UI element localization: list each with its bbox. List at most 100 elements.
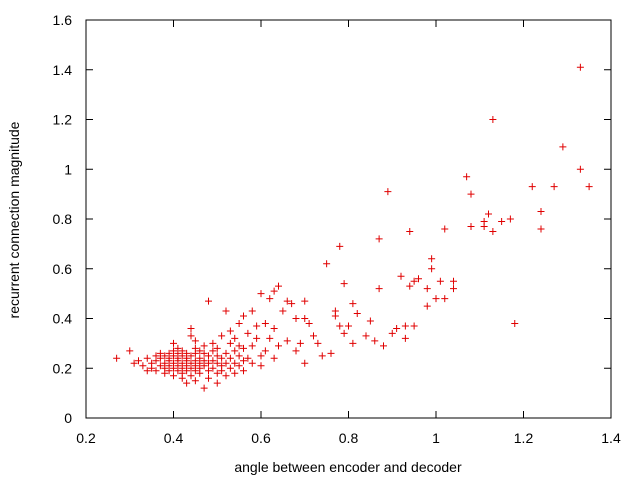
data-point — [240, 344, 247, 352]
y-axis-label: recurrent connection magnitude — [6, 121, 22, 318]
data-point — [528, 183, 536, 191]
data-point — [183, 367, 191, 375]
data-point — [266, 295, 274, 303]
x-tick-label: 0.2 — [76, 430, 96, 446]
data-point — [156, 349, 164, 357]
data-point — [585, 183, 593, 191]
data-point — [200, 349, 208, 357]
y-tick-label: 0.8 — [53, 211, 73, 227]
data-point — [209, 364, 217, 372]
data-point — [406, 227, 414, 235]
data-point — [480, 217, 488, 225]
data-point — [226, 364, 234, 372]
data-point — [196, 354, 204, 362]
data-point — [283, 337, 291, 345]
data-point — [240, 367, 247, 375]
data-point — [349, 300, 357, 308]
data-point — [275, 282, 282, 290]
data-point — [349, 339, 357, 347]
data-point — [393, 324, 401, 332]
data-point — [576, 63, 584, 71]
data-point — [257, 362, 265, 370]
y-tick-label: 0 — [64, 410, 72, 426]
data-point — [187, 324, 195, 332]
data-point — [152, 357, 160, 365]
data-point — [209, 339, 217, 347]
data-point — [288, 300, 296, 308]
data-point — [292, 347, 300, 355]
data-point — [213, 352, 221, 360]
data-point — [489, 116, 497, 123]
data-point — [213, 369, 221, 377]
data-point — [401, 334, 409, 342]
data-point — [467, 190, 475, 198]
data-point — [463, 173, 471, 181]
data-point — [275, 342, 282, 350]
data-point — [375, 285, 383, 293]
data-point — [209, 347, 217, 355]
data-point — [388, 329, 396, 337]
data-point — [506, 215, 514, 223]
data-point — [240, 357, 247, 365]
data-point — [126, 347, 134, 355]
data-point — [183, 354, 191, 362]
data-point — [353, 310, 361, 318]
data-point — [410, 322, 418, 330]
y-tick-label: 0.2 — [53, 360, 73, 376]
data-point — [231, 347, 239, 355]
data-point — [270, 324, 278, 332]
data-point — [231, 334, 239, 342]
data-point — [161, 352, 169, 360]
data-point — [135, 357, 142, 365]
data-point — [279, 307, 287, 315]
data-point — [191, 344, 199, 352]
data-point — [270, 354, 278, 362]
data-point — [384, 188, 392, 196]
data-point — [130, 359, 138, 367]
data-point — [511, 319, 519, 327]
data-point — [406, 282, 414, 290]
data-point — [152, 367, 160, 375]
data-point — [187, 332, 195, 340]
x-tick-label: 1.4 — [601, 430, 621, 446]
data-point — [165, 354, 173, 362]
data-point — [170, 372, 177, 380]
data-point — [222, 349, 230, 357]
data-point — [170, 339, 177, 347]
data-point — [187, 352, 195, 360]
data-point — [139, 362, 147, 370]
data-point — [537, 208, 545, 216]
data-point — [366, 317, 374, 325]
data-point — [428, 255, 436, 263]
y-tick-label: 0.6 — [53, 261, 73, 277]
data-point — [113, 354, 121, 362]
data-point — [485, 210, 492, 218]
data-point — [183, 379, 191, 387]
data-point — [283, 297, 291, 305]
x-tick-label: 0.4 — [164, 430, 184, 446]
data-point — [244, 329, 252, 337]
data-point — [423, 285, 431, 293]
data-point — [218, 354, 226, 362]
data-point — [345, 322, 352, 330]
data-point — [253, 322, 261, 330]
data-point — [261, 319, 269, 327]
x-tick-label: 1 — [432, 430, 440, 446]
data-point — [187, 364, 195, 372]
data-point — [362, 332, 370, 340]
data-point — [213, 344, 221, 352]
data-point — [314, 339, 322, 347]
x-tick-label: 0.6 — [251, 430, 271, 446]
data-point — [310, 332, 317, 340]
data-point — [423, 302, 431, 310]
data-point — [174, 344, 182, 352]
data-point — [191, 367, 199, 375]
data-point — [301, 315, 309, 322]
data-point — [205, 359, 212, 367]
data-point — [231, 369, 239, 377]
data-point — [235, 319, 243, 327]
y-tick-label: 1 — [64, 161, 72, 177]
data-point — [428, 265, 436, 273]
data-point — [340, 280, 348, 288]
data-point — [401, 322, 409, 330]
